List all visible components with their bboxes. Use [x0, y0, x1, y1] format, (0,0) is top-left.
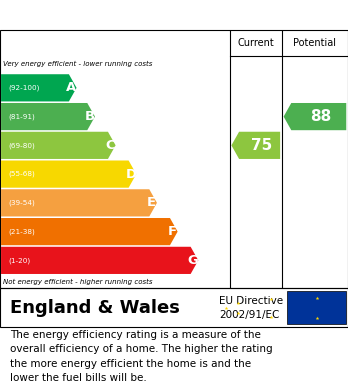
Text: Very energy efficient - lower running costs: Very energy efficient - lower running co…: [3, 61, 153, 67]
Text: England & Wales: England & Wales: [10, 299, 180, 317]
Polygon shape: [1, 132, 116, 159]
Text: Energy Efficiency Rating: Energy Efficiency Rating: [10, 7, 239, 25]
Polygon shape: [1, 74, 77, 101]
Text: (39-54): (39-54): [9, 200, 35, 206]
Text: Potential: Potential: [293, 38, 337, 48]
Text: F: F: [168, 225, 177, 238]
Text: The energy efficiency rating is a measure of the
overall efficiency of a home. T: The energy efficiency rating is a measur…: [10, 330, 273, 383]
Text: (81-91): (81-91): [9, 113, 35, 120]
Bar: [287, 291, 346, 324]
Text: 88: 88: [310, 109, 331, 124]
Text: E: E: [147, 196, 156, 209]
Text: (55-68): (55-68): [9, 171, 35, 178]
Polygon shape: [1, 247, 198, 274]
Polygon shape: [1, 160, 136, 188]
Text: Current: Current: [237, 38, 274, 48]
Polygon shape: [1, 189, 157, 217]
Text: A: A: [66, 81, 76, 94]
Text: C: C: [105, 139, 115, 152]
Text: Not energy efficient - higher running costs: Not energy efficient - higher running co…: [3, 278, 153, 285]
Polygon shape: [284, 103, 346, 130]
Text: G: G: [188, 254, 198, 267]
Text: B: B: [85, 110, 95, 123]
Text: EU Directive
2002/91/EC: EU Directive 2002/91/EC: [219, 296, 283, 320]
Text: (92-100): (92-100): [9, 84, 40, 91]
Text: (1-20): (1-20): [9, 257, 31, 264]
Text: (21-38): (21-38): [9, 228, 35, 235]
Polygon shape: [1, 103, 95, 130]
Text: D: D: [125, 168, 136, 181]
Polygon shape: [1, 218, 177, 245]
Text: (69-80): (69-80): [9, 142, 35, 149]
Polygon shape: [231, 132, 280, 159]
Text: 75: 75: [251, 138, 272, 153]
